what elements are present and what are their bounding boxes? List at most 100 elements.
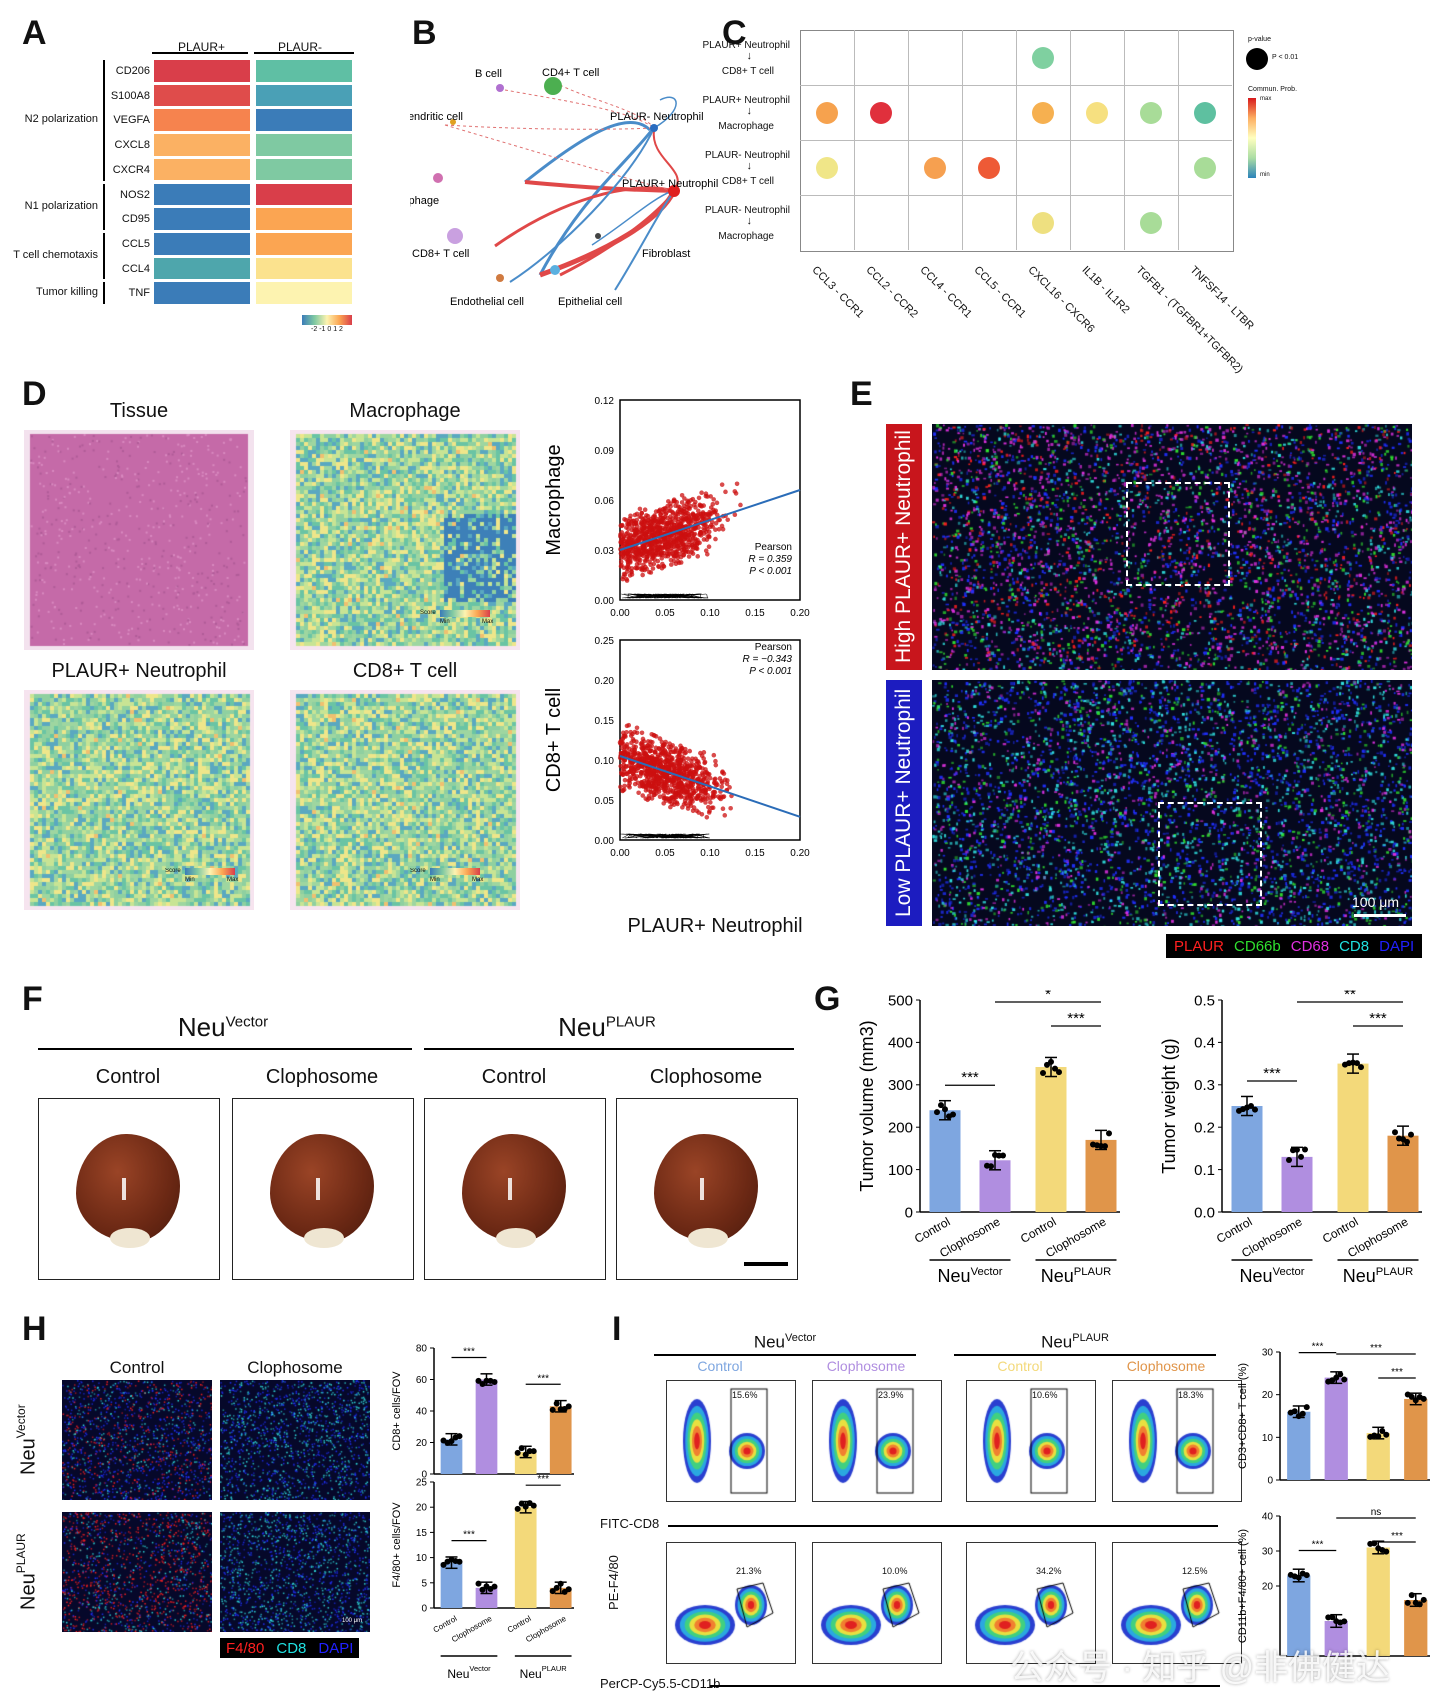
data-point bbox=[1371, 1540, 1378, 1547]
data-point bbox=[652, 781, 658, 786]
data-point bbox=[700, 797, 706, 802]
liver-tissue-base bbox=[304, 1228, 344, 1248]
data-point bbox=[636, 752, 642, 758]
flow-plot bbox=[666, 1542, 796, 1664]
data-point bbox=[696, 793, 702, 798]
bar-chart-tumor-volume: 0 100 200 300 400 500 Tumor volume (mm3) Contro… bbox=[857, 990, 1120, 1286]
gene-label: TNF bbox=[128, 287, 150, 300]
data-point bbox=[690, 551, 696, 556]
gate-percent: 10.6% bbox=[1032, 1390, 1058, 1400]
data-point bbox=[673, 513, 678, 518]
data-point bbox=[640, 746, 645, 751]
data-point bbox=[633, 520, 639, 526]
data-point bbox=[678, 542, 683, 547]
data-point bbox=[722, 777, 728, 783]
data-point bbox=[643, 533, 649, 538]
bar-chart-cd8: 0 20 40 60 80 CD8+ cells/FOV *** *** bbox=[391, 1344, 574, 1481]
data-point bbox=[645, 769, 651, 775]
panel-label-h: H bbox=[22, 1310, 47, 1348]
data-point bbox=[639, 740, 645, 745]
data-point bbox=[728, 805, 733, 811]
bubble bbox=[1140, 211, 1162, 234]
data-point bbox=[645, 739, 651, 744]
data-point bbox=[645, 779, 651, 785]
flow-xlabel-bot: PerCP-Cy5.5-CD11b bbox=[600, 1676, 721, 1691]
axis-arrow bbox=[710, 1685, 1220, 1687]
spatial-map bbox=[290, 690, 520, 910]
data-point bbox=[621, 555, 626, 560]
data-point bbox=[623, 771, 629, 777]
x-tick: 0.05 bbox=[655, 848, 675, 859]
data-point bbox=[475, 1580, 482, 1587]
heat-cell bbox=[154, 208, 250, 230]
bubble bbox=[870, 101, 892, 124]
col-label: CCL2 - CCR2 bbox=[863, 264, 920, 321]
significance: *** bbox=[1391, 1367, 1403, 1378]
legend-max: Max bbox=[482, 619, 494, 625]
stat-r: R = 0.359 bbox=[748, 554, 792, 565]
bubble bbox=[1086, 101, 1108, 124]
data-point bbox=[619, 530, 625, 535]
y-label: CD3+CD8+ T cell (%) bbox=[1237, 1363, 1249, 1469]
data-point bbox=[665, 785, 671, 791]
if-image-high bbox=[932, 424, 1412, 670]
significance: ns bbox=[1371, 1507, 1382, 1518]
data-point bbox=[1106, 1130, 1112, 1137]
y-tick: 30 bbox=[1262, 1348, 1274, 1359]
x-tick: 0.20 bbox=[790, 848, 810, 859]
bubble bbox=[978, 156, 1000, 179]
edge-endo-neupos bbox=[539, 189, 677, 278]
gene-label: CD95 bbox=[121, 213, 150, 226]
data-point bbox=[694, 545, 699, 551]
data-point bbox=[706, 771, 712, 777]
header-line bbox=[424, 1048, 794, 1050]
data-point bbox=[623, 764, 628, 769]
legend-text: P < 0.01 bbox=[1272, 54, 1299, 61]
channel-legend-e: PLAUR CD66b CD68 CD8 DAPI bbox=[1166, 934, 1423, 958]
data-point bbox=[721, 794, 727, 799]
network-diagram: B cell CD4+ T cell Dendritic cell PLAUR-… bbox=[410, 67, 718, 308]
data-point bbox=[621, 787, 627, 792]
data-point bbox=[703, 800, 708, 805]
bubble bbox=[1140, 101, 1162, 124]
y-tick: 20 bbox=[1262, 1582, 1274, 1593]
data-point bbox=[710, 501, 716, 507]
col-underline bbox=[152, 52, 248, 54]
data-point bbox=[632, 747, 638, 753]
data-point bbox=[631, 738, 637, 744]
data-point bbox=[664, 778, 670, 784]
data-point bbox=[710, 795, 716, 800]
data-point bbox=[643, 549, 649, 555]
channel-legend-item: CD66b bbox=[1234, 937, 1281, 955]
node-label: B cell bbox=[475, 68, 502, 80]
x-tick: 0.20 bbox=[790, 608, 810, 619]
y-label: F4/80+ cells/FOV bbox=[391, 1502, 403, 1588]
col-underline bbox=[254, 52, 354, 54]
row-arrow: ↓ bbox=[746, 160, 753, 172]
data-point bbox=[706, 804, 711, 810]
data-point bbox=[703, 548, 709, 554]
bar bbox=[1366, 1547, 1390, 1656]
bar bbox=[1085, 1139, 1117, 1212]
gate-percent: 23.9% bbox=[878, 1390, 904, 1400]
bubble bbox=[1032, 211, 1054, 234]
data-point bbox=[669, 763, 674, 768]
data-point bbox=[1299, 1410, 1306, 1417]
significance: *** bbox=[961, 1069, 979, 1086]
data-point bbox=[624, 576, 629, 582]
node-label: Dendritic cell bbox=[410, 111, 463, 123]
data-point bbox=[640, 736, 646, 742]
bar bbox=[1404, 1600, 1428, 1656]
data-point bbox=[684, 791, 690, 797]
bubble bbox=[816, 101, 838, 124]
data-point bbox=[639, 730, 645, 736]
condition-label: Clophosome bbox=[1126, 1358, 1206, 1374]
data-point bbox=[632, 781, 638, 787]
gate-percent: 12.5% bbox=[1182, 1566, 1208, 1576]
data-point bbox=[650, 566, 656, 571]
liver-highlight bbox=[316, 1178, 320, 1200]
data-point bbox=[619, 740, 625, 746]
row-source: PLAUR+ Neutrophil bbox=[702, 40, 790, 51]
data-point bbox=[651, 561, 657, 567]
data-point bbox=[702, 774, 707, 780]
